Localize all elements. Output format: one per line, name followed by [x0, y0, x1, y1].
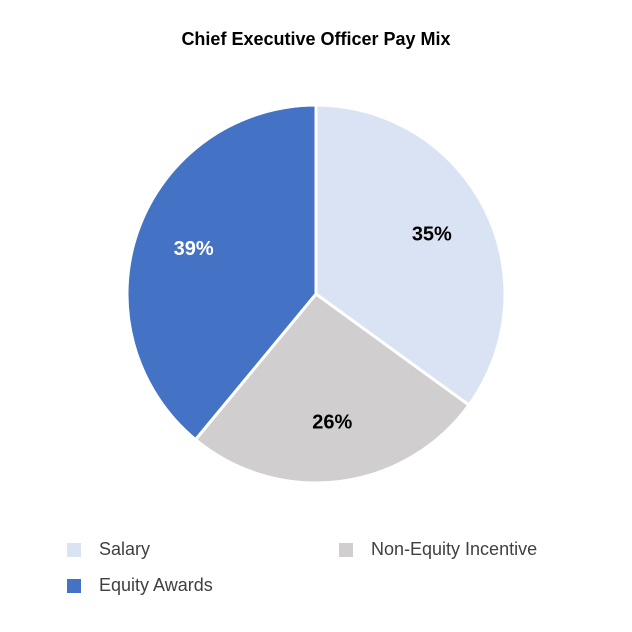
legend-label: Non-Equity Incentive — [371, 539, 537, 559]
legend-label: Equity Awards — [99, 575, 213, 595]
pie-slice — [314, 103, 507, 407]
legend-swatch — [67, 579, 81, 593]
pie-slice — [125, 103, 318, 442]
value-label: 26% — [312, 411, 352, 433]
value-label: 39% — [174, 238, 214, 260]
legend-label: Salary — [99, 539, 150, 559]
legend-swatch — [339, 543, 353, 557]
value-label: 35% — [412, 223, 452, 245]
legend-swatch — [67, 543, 81, 557]
chart-title: Chief Executive Officer Pay Mix — [181, 29, 450, 49]
pie-slice — [194, 292, 471, 485]
